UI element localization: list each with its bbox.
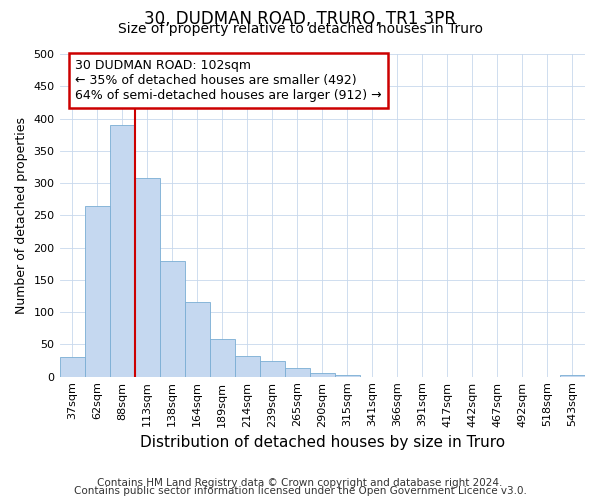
Bar [235, 356, 260, 376]
Bar [160, 260, 185, 376]
Bar [209, 339, 235, 376]
Bar [285, 368, 310, 376]
Bar [134, 178, 160, 376]
Bar [185, 302, 209, 376]
Text: Contains public sector information licensed under the Open Government Licence v3: Contains public sector information licen… [74, 486, 526, 496]
X-axis label: Distribution of detached houses by size in Truro: Distribution of detached houses by size … [140, 435, 505, 450]
Text: Size of property relative to detached houses in Truro: Size of property relative to detached ho… [118, 22, 482, 36]
Bar [310, 373, 335, 376]
Text: 30, DUDMAN ROAD, TRURO, TR1 3PR: 30, DUDMAN ROAD, TRURO, TR1 3PR [144, 10, 456, 28]
Bar [59, 358, 85, 376]
Y-axis label: Number of detached properties: Number of detached properties [15, 117, 28, 314]
Text: Contains HM Land Registry data © Crown copyright and database right 2024.: Contains HM Land Registry data © Crown c… [97, 478, 503, 488]
Bar [110, 125, 134, 376]
Text: 30 DUDMAN ROAD: 102sqm
← 35% of detached houses are smaller (492)
64% of semi-de: 30 DUDMAN ROAD: 102sqm ← 35% of detached… [76, 59, 382, 102]
Bar [260, 360, 285, 376]
Bar [85, 206, 110, 376]
